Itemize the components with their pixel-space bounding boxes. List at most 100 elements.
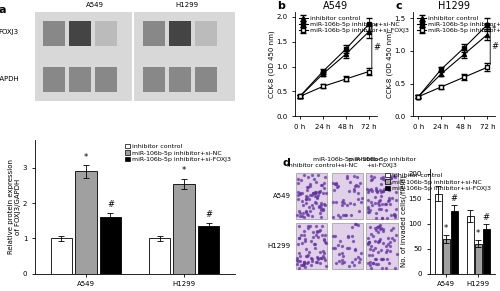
Point: [313, 195, 321, 200]
Point: [390, 238, 398, 243]
Point: [342, 246, 350, 251]
Point: [316, 228, 324, 232]
Text: *: *: [374, 23, 378, 32]
Point: [322, 240, 330, 244]
Point: [314, 255, 322, 260]
Point: [386, 243, 394, 248]
Y-axis label: CCK-8 (OD 450 nm): CCK-8 (OD 450 nm): [386, 30, 393, 98]
Point: [300, 260, 308, 265]
Point: [382, 265, 390, 270]
Point: [322, 241, 330, 246]
Point: [384, 242, 392, 246]
Text: c: c: [396, 1, 402, 11]
Point: [320, 251, 328, 255]
Point: [373, 189, 381, 194]
Point: [305, 250, 313, 254]
Point: [376, 226, 384, 231]
Point: [348, 234, 356, 238]
Point: [368, 244, 376, 249]
Text: #: #: [450, 194, 458, 203]
Bar: [434, 194, 442, 274]
Text: *: *: [492, 25, 496, 34]
Point: [364, 188, 372, 193]
Point: [304, 195, 312, 200]
Point: [310, 177, 318, 182]
Point: [321, 175, 329, 180]
Point: [376, 237, 384, 241]
Point: [298, 178, 306, 183]
Point: [310, 191, 318, 196]
Point: [372, 185, 380, 190]
Point: [368, 189, 376, 194]
Point: [300, 260, 308, 265]
Point: [382, 250, 390, 255]
Point: [318, 223, 326, 228]
Point: [318, 183, 326, 188]
Bar: [332, 223, 363, 269]
Point: [384, 199, 392, 203]
Point: [384, 260, 392, 265]
Point: [348, 259, 356, 264]
Point: [338, 200, 346, 205]
Point: [300, 173, 308, 177]
Point: [364, 205, 372, 209]
Point: [318, 233, 326, 238]
Point: [381, 178, 389, 182]
Bar: [95, 67, 117, 92]
Text: b: b: [277, 1, 285, 11]
Point: [378, 228, 386, 233]
Point: [306, 192, 314, 197]
Point: [369, 233, 377, 238]
Point: [374, 230, 382, 234]
Point: [368, 247, 376, 252]
Point: [379, 177, 387, 181]
Point: [374, 225, 382, 230]
Point: [377, 181, 385, 186]
Point: [304, 226, 312, 230]
Point: [300, 262, 308, 266]
Point: [350, 202, 358, 206]
Point: [376, 256, 384, 261]
Point: [296, 211, 304, 216]
Point: [346, 201, 354, 206]
Point: [380, 189, 388, 193]
Point: [318, 215, 326, 220]
Point: [367, 174, 375, 179]
Point: [329, 234, 337, 238]
Point: [331, 182, 339, 187]
Point: [374, 250, 382, 255]
Point: [344, 233, 352, 238]
Point: [379, 257, 387, 262]
Point: [312, 200, 320, 205]
Point: [378, 175, 386, 180]
Point: [296, 258, 304, 263]
Point: [387, 175, 395, 180]
Point: [334, 213, 342, 218]
Point: [304, 260, 312, 264]
Point: [371, 195, 379, 199]
Point: [338, 253, 346, 258]
Point: [336, 215, 344, 219]
Point: [330, 215, 338, 219]
Point: [318, 254, 326, 258]
Point: [383, 216, 391, 220]
Point: [318, 208, 326, 212]
Point: [354, 259, 362, 264]
Point: [308, 257, 316, 262]
Point: [317, 182, 325, 187]
Point: [365, 239, 373, 244]
Point: [366, 207, 374, 212]
Point: [343, 173, 351, 178]
Point: [364, 210, 372, 214]
Bar: [173, 184, 195, 274]
Bar: [467, 216, 474, 274]
Point: [376, 203, 384, 207]
Point: [390, 174, 398, 179]
Point: [300, 229, 308, 234]
Point: [375, 207, 383, 212]
Point: [372, 246, 380, 251]
Point: [382, 208, 390, 212]
Point: [300, 239, 308, 244]
Point: [314, 257, 322, 262]
Point: [377, 176, 385, 181]
